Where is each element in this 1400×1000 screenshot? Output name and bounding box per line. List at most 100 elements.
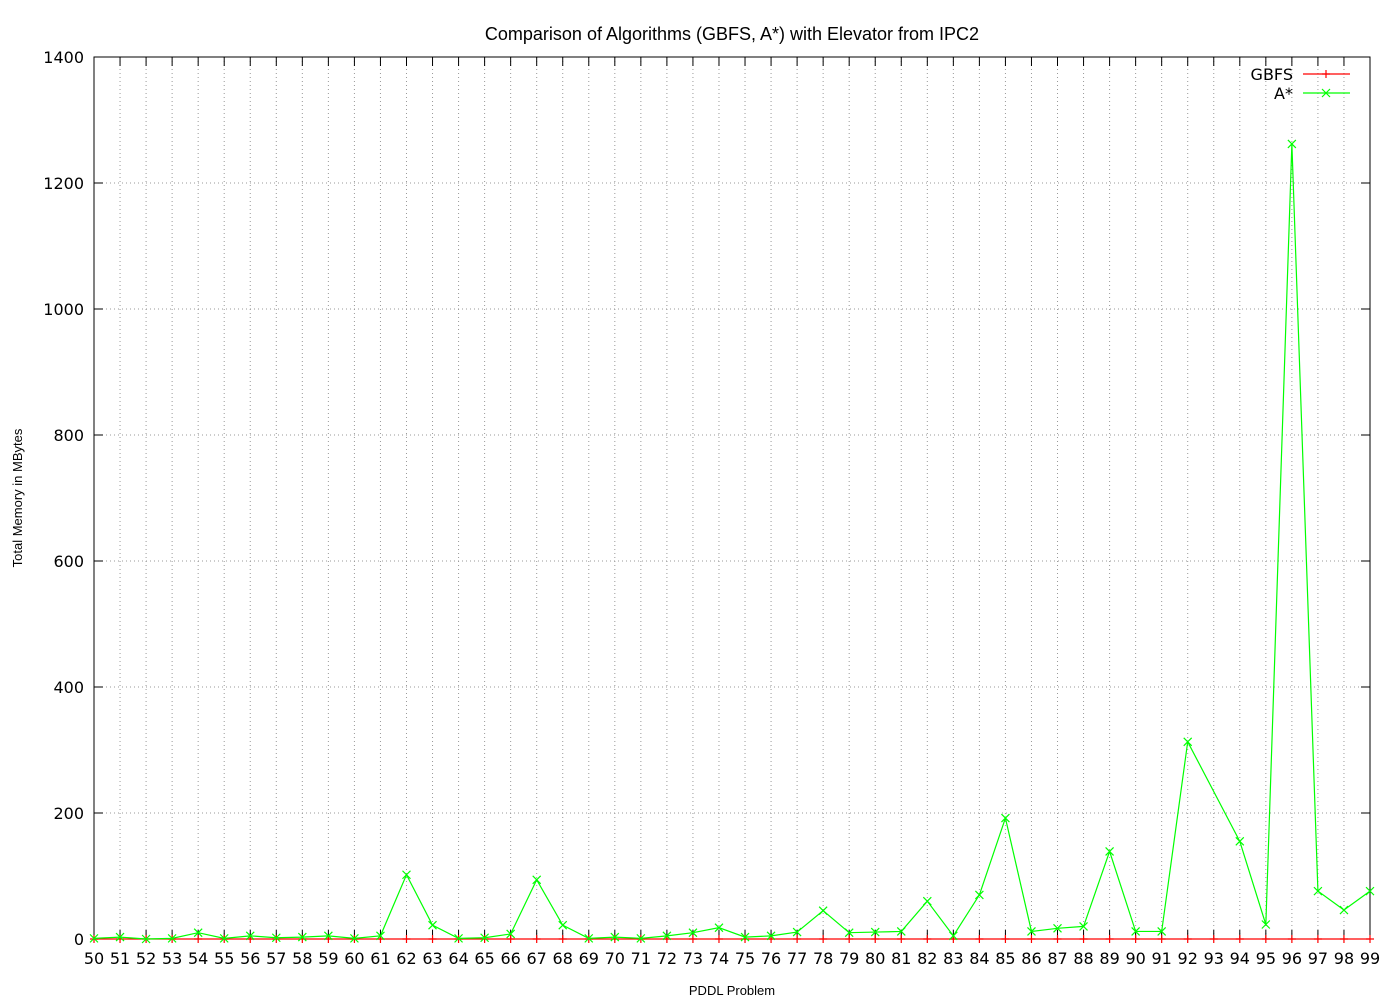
data-point-gbfs: [428, 935, 437, 943]
data-point-astar: [376, 931, 385, 941]
x-tick-label: 63: [422, 949, 442, 968]
data-point-astar: [428, 920, 437, 930]
x-tick-label: 93: [1204, 949, 1224, 968]
data-point-gbfs: [688, 935, 697, 943]
x-tick-label: 87: [1047, 949, 1067, 968]
data-point-gbfs: [1001, 935, 1010, 943]
x-tick-label: 71: [631, 949, 651, 968]
data-point-astar: [1001, 813, 1010, 823]
data-point-gbfs: [402, 935, 411, 943]
data-point-astar: [167, 933, 177, 943]
data-point-astar: [662, 931, 672, 941]
data-point-astar: [1157, 927, 1167, 936]
data-point-astar: [1261, 920, 1271, 929]
series: [89, 139, 1375, 944]
legend-marker-gbfs: [1322, 70, 1330, 78]
legend-label-gbfs: GBFS: [1251, 65, 1293, 84]
data-point-astar: [1235, 836, 1245, 846]
x-tick-label: 54: [188, 949, 208, 968]
grid: [94, 57, 1370, 939]
data-point-gbfs: [1209, 935, 1218, 943]
y-tick-label: 1000: [43, 300, 84, 319]
data-point-astar: [271, 933, 281, 943]
data-point-gbfs: [1027, 935, 1036, 943]
data-point-gbfs: [871, 935, 880, 943]
x-tick-label: 60: [344, 949, 364, 968]
legend-label-astar: A*: [1274, 84, 1293, 103]
data-point-astar: [1131, 927, 1141, 936]
data-point-gbfs: [1131, 935, 1140, 943]
data-point-gbfs: [1366, 935, 1374, 943]
data-point-astar: [193, 928, 203, 938]
data-point-astar: [1053, 923, 1062, 933]
data-point-gbfs: [1053, 935, 1062, 943]
data-point-gbfs: [845, 935, 854, 943]
x-tick-label: 76: [761, 949, 781, 968]
x-tick-label: 75: [735, 949, 755, 968]
data-point-astar: [1339, 905, 1349, 915]
x-tick-label: 70: [605, 949, 625, 968]
x-tick-label: 79: [839, 949, 859, 968]
x-axis-label: PDDL Problem: [689, 983, 775, 998]
x-tick-label: 64: [448, 949, 468, 968]
axis-ticks: 0 200 400 600 800 1000 1200 1400 50 51 52 53 54 55 56 5…: [43, 48, 1380, 968]
x-tick-label: 81: [891, 949, 911, 968]
x-tick-label: 52: [136, 949, 156, 968]
data-point-astar: [896, 927, 906, 936]
x-tick-label: 78: [813, 949, 833, 968]
x-tick-label: 99: [1360, 949, 1380, 968]
x-tick-label: 88: [1073, 949, 1093, 968]
legend: GBFS A*: [1251, 65, 1350, 103]
legend-marker-astar: [1321, 88, 1331, 98]
x-tick-label: 66: [500, 949, 520, 968]
data-point-gbfs: [975, 935, 984, 943]
data-point-astar: [740, 932, 750, 942]
x-tick-label: 53: [162, 949, 182, 968]
data-point-gbfs: [506, 935, 515, 943]
x-tick-label: 65: [474, 949, 494, 968]
x-tick-label: 56: [240, 949, 260, 968]
x-tick-label: 74: [709, 949, 729, 968]
data-point-gbfs: [793, 935, 802, 943]
x-tick-label: 89: [1099, 949, 1119, 968]
x-tick-label: 50: [84, 949, 104, 968]
data-point-astar: [844, 928, 854, 938]
x-tick-label: 92: [1178, 949, 1198, 968]
y-tick-label: 1400: [43, 48, 84, 67]
x-tick-label: 86: [1021, 949, 1041, 968]
series-gbfs: [90, 935, 1374, 943]
data-point-astar: [948, 931, 958, 941]
data-point-astar: [480, 933, 490, 943]
chart-title: Comparison of Algorithms (GBFS, A*) with…: [485, 24, 979, 44]
y-tick-label: 200: [53, 804, 84, 823]
data-point-gbfs: [298, 935, 307, 943]
data-point-astar: [922, 896, 932, 906]
x-tick-label: 90: [1125, 949, 1145, 968]
x-tick-label: 94: [1230, 949, 1250, 968]
data-point-gbfs: [610, 935, 619, 943]
data-point-gbfs: [819, 935, 828, 943]
x-tick-label: 98: [1334, 949, 1354, 968]
x-tick-label: 58: [292, 949, 312, 968]
data-point-astar: [323, 931, 333, 941]
x-tick-label: 83: [943, 949, 963, 968]
data-point-gbfs: [714, 935, 723, 943]
data-point-gbfs: [1261, 935, 1270, 943]
series-line-astar: [93, 143, 1371, 940]
x-tick-label: 67: [527, 949, 547, 968]
x-tick-label: 55: [214, 949, 234, 968]
y-tick-label: 400: [53, 678, 84, 697]
data-point-astar: [219, 933, 229, 943]
data-point-astar: [636, 933, 646, 943]
data-point-astar: [1365, 886, 1375, 896]
data-point-astar: [115, 932, 125, 942]
x-tick-label: 77: [787, 949, 807, 968]
data-point-astar: [1079, 921, 1088, 931]
data-point-gbfs: [272, 935, 281, 943]
data-point-gbfs: [1079, 935, 1088, 943]
data-point-astar: [974, 890, 984, 900]
data-point-astar: [792, 927, 802, 937]
x-tick-label: 91: [1151, 949, 1171, 968]
data-point-astar: [766, 931, 776, 941]
